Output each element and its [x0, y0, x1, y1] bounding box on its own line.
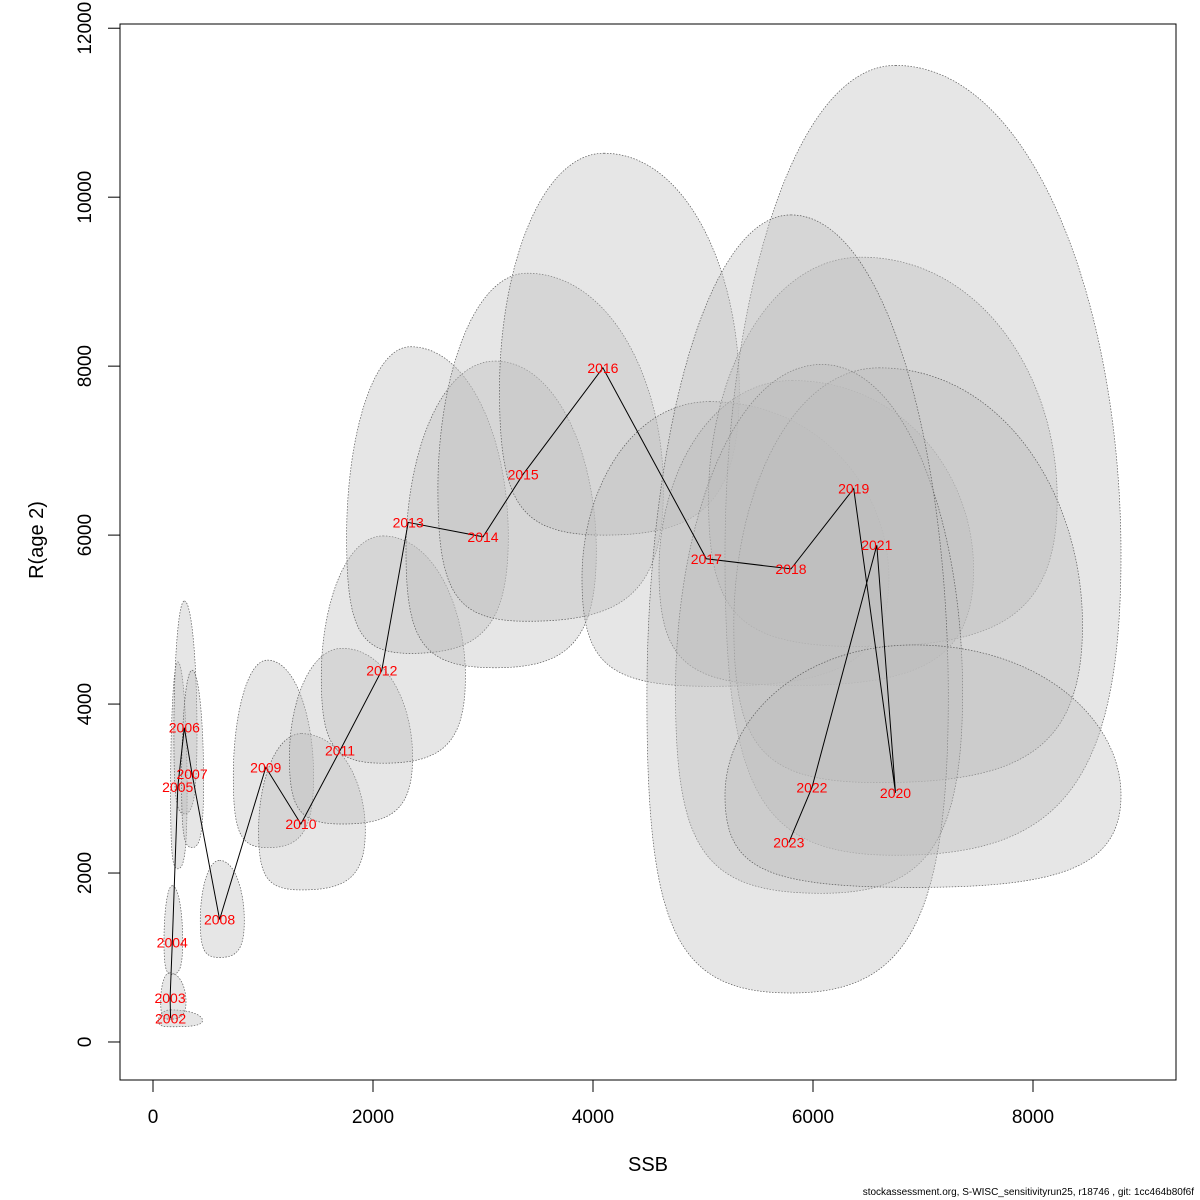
- confidence-region-2020: [724, 65, 1122, 856]
- year-label-2019: 2019: [838, 481, 869, 497]
- x-axis: 0 2000 4000 6000 8000: [148, 1079, 1054, 1128]
- year-label-2005: 2005: [162, 779, 193, 795]
- confidence-region-2012: [320, 535, 466, 764]
- year-labels: 2002 2003 2004 2005 2006 2007 2008 2009 2010 2011…: [154, 360, 911, 1026]
- x-tick-label: 8000: [1012, 1107, 1054, 1128]
- footer-credit: stockassessment.org, S-WISC_sensitivityr…: [862, 1187, 1194, 1198]
- year-label-2008: 2008: [204, 911, 235, 927]
- confidence-regions: [158, 65, 1122, 1028]
- year-label-2020: 2020: [880, 785, 911, 801]
- year-label-2007: 2007: [176, 766, 207, 782]
- confidence-region-2023: [646, 214, 949, 994]
- y-tick-label: 2000: [75, 852, 96, 894]
- stock-recruitment-path: [169, 366, 896, 1019]
- confidence-region-2002: [158, 1009, 203, 1028]
- year-label-2009: 2009: [250, 759, 281, 775]
- year-label-2014: 2014: [467, 529, 498, 545]
- year-label-2011: 2011: [325, 743, 355, 759]
- x-axis-title: SSB: [628, 1154, 668, 1176]
- confidence-region-2013: [346, 346, 509, 654]
- y-tick-label: 4000: [75, 683, 96, 725]
- y-axis-title: R(age 2): [26, 501, 48, 579]
- confidence-region-2016: [499, 152, 740, 536]
- x-tick-label: 2000: [352, 1107, 394, 1128]
- x-tick-label: 0: [148, 1107, 159, 1128]
- y-tick-label: 10000: [75, 171, 96, 224]
- year-label-2002: 2002: [155, 1010, 186, 1026]
- confidence-region-2018: [658, 380, 974, 686]
- y-tick-label: 6000: [75, 514, 96, 556]
- year-label-2018: 2018: [775, 561, 806, 577]
- confidence-region-2011: [289, 647, 413, 825]
- y-tick-label: 8000: [75, 345, 96, 387]
- confidence-region-2015: [437, 272, 664, 622]
- confidence-region-2021: [733, 367, 1083, 783]
- confidence-region-2006: [173, 600, 198, 815]
- year-label-2015: 2015: [508, 466, 539, 482]
- year-label-2004: 2004: [157, 934, 188, 950]
- confidence-region-2005: [170, 661, 188, 870]
- year-label-2003: 2003: [154, 990, 185, 1006]
- year-label-2022: 2022: [796, 780, 827, 796]
- confidence-region-2009: [232, 659, 314, 849]
- year-label-2010: 2010: [285, 816, 316, 832]
- x-tick-label: 6000: [792, 1107, 834, 1128]
- x-tick-label: 4000: [572, 1107, 614, 1128]
- confidence-region-2020: [724, 644, 1122, 888]
- confidence-region-2004: [163, 885, 184, 975]
- year-label-2012: 2012: [366, 662, 397, 678]
- confidence-region-2010: [258, 733, 366, 891]
- year-label-2021: 2021: [861, 537, 892, 553]
- confidence-region-2003: [160, 972, 187, 1020]
- y-tick-label: 0: [75, 1037, 96, 1048]
- confidence-region-2017: [581, 401, 890, 687]
- year-label-2013: 2013: [393, 514, 424, 530]
- confidence-region-2014: [405, 360, 597, 669]
- year-label-2023: 2023: [773, 835, 804, 851]
- confidence-region-2019: [708, 256, 1058, 647]
- y-tick-label: 12000: [75, 2, 96, 55]
- year-label-2017: 2017: [691, 551, 722, 567]
- year-label-2006: 2006: [169, 720, 200, 736]
- year-label-2016: 2016: [587, 360, 618, 376]
- y-axis: 0 2000 4000 6000 8000 10000 12000: [75, 2, 121, 1048]
